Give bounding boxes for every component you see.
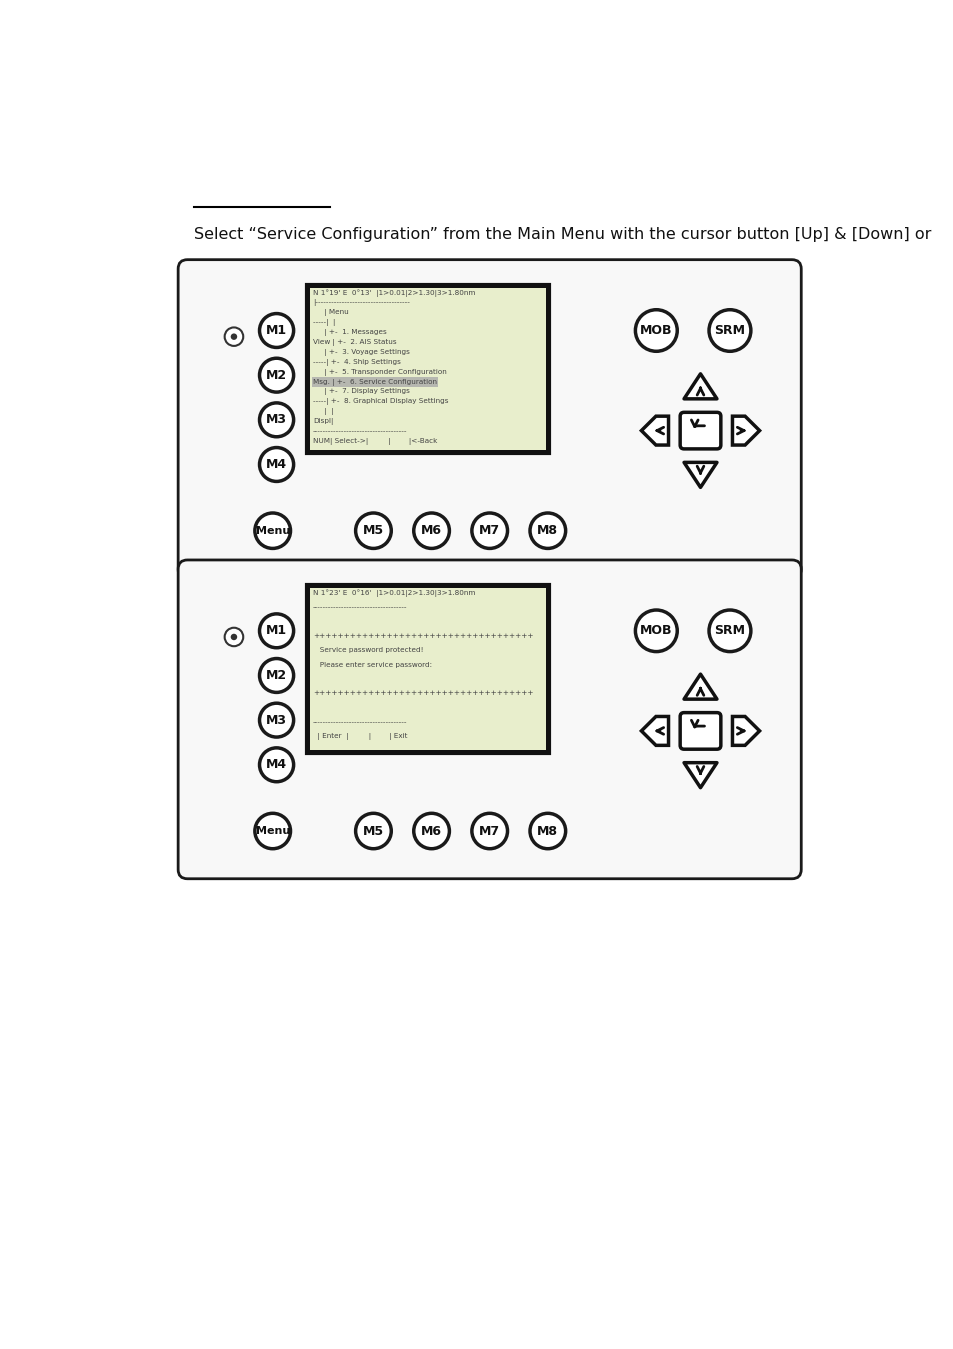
Bar bbox=[307, 285, 549, 453]
Text: Service password protected!: Service password protected! bbox=[313, 648, 423, 653]
Text: Menu: Menu bbox=[255, 526, 290, 536]
Text: Msg. | +-  6. Service Configuration: Msg. | +- 6. Service Configuration bbox=[313, 379, 436, 386]
Circle shape bbox=[259, 658, 294, 692]
Text: ++++++++++++++++++++++++++++++++++++: ++++++++++++++++++++++++++++++++++++ bbox=[313, 691, 533, 696]
Text: Menu: Menu bbox=[255, 826, 290, 836]
Circle shape bbox=[224, 627, 243, 646]
Circle shape bbox=[635, 310, 677, 351]
Text: M3: M3 bbox=[266, 413, 287, 426]
Text: M1: M1 bbox=[266, 324, 287, 337]
Text: M2: M2 bbox=[266, 368, 287, 382]
Circle shape bbox=[530, 813, 565, 849]
Text: ------------------------------------: ------------------------------------ bbox=[313, 429, 407, 434]
Text: M8: M8 bbox=[537, 525, 558, 537]
Circle shape bbox=[254, 513, 291, 549]
Circle shape bbox=[231, 333, 237, 340]
Polygon shape bbox=[683, 762, 717, 788]
Text: M6: M6 bbox=[420, 824, 441, 838]
Circle shape bbox=[635, 610, 677, 652]
FancyBboxPatch shape bbox=[679, 712, 720, 749]
Text: | +-  3. Voyage Settings: | +- 3. Voyage Settings bbox=[313, 349, 410, 356]
Text: -----| +-  4. Ship Settings: -----| +- 4. Ship Settings bbox=[313, 359, 400, 366]
Text: -----|  |: -----| | bbox=[313, 320, 335, 326]
Text: MOB: MOB bbox=[639, 324, 672, 337]
Text: | Menu: | Menu bbox=[313, 309, 349, 316]
Circle shape bbox=[355, 513, 391, 549]
Text: |------------------------------------: |------------------------------------ bbox=[313, 299, 410, 306]
Circle shape bbox=[259, 747, 294, 781]
Text: MOB: MOB bbox=[639, 625, 672, 637]
Text: NUM| Select->|         |        |<-Back: NUM| Select->| | |<-Back bbox=[313, 438, 436, 445]
Bar bbox=[310, 289, 546, 449]
Circle shape bbox=[259, 448, 294, 482]
Circle shape bbox=[708, 610, 750, 652]
Polygon shape bbox=[683, 674, 717, 699]
Text: Select “Service Configuration” from the Main Menu with the cursor button [Up] & : Select “Service Configuration” from the … bbox=[194, 227, 931, 241]
Text: M4: M4 bbox=[266, 459, 287, 471]
Bar bbox=[307, 585, 549, 753]
Text: M8: M8 bbox=[537, 824, 558, 838]
Circle shape bbox=[259, 359, 294, 393]
FancyBboxPatch shape bbox=[178, 560, 801, 878]
Circle shape bbox=[472, 813, 507, 849]
Text: N 1°23' E  0°16'  |1>0.01|2>1.30|3>1.80nm: N 1°23' E 0°16' |1>0.01|2>1.30|3>1.80nm bbox=[313, 590, 475, 598]
Circle shape bbox=[224, 328, 243, 345]
Polygon shape bbox=[683, 463, 717, 487]
Text: | Enter  |         |        | Exit: | Enter | | | Exit bbox=[313, 733, 407, 739]
FancyBboxPatch shape bbox=[679, 413, 720, 449]
Circle shape bbox=[708, 310, 750, 351]
Text: ++++++++++++++++++++++++++++++++++++: ++++++++++++++++++++++++++++++++++++ bbox=[313, 633, 533, 639]
Text: M2: M2 bbox=[266, 669, 287, 683]
Text: M7: M7 bbox=[478, 525, 499, 537]
Text: M1: M1 bbox=[266, 625, 287, 637]
Text: M4: M4 bbox=[266, 758, 287, 772]
Polygon shape bbox=[732, 716, 759, 746]
Circle shape bbox=[259, 403, 294, 437]
Circle shape bbox=[231, 634, 237, 641]
Polygon shape bbox=[732, 417, 759, 445]
Circle shape bbox=[355, 813, 391, 849]
Circle shape bbox=[414, 813, 449, 849]
Text: N 1°19' E  0°13'  |1>0.01|2>1.30|3>1.80nm: N 1°19' E 0°13' |1>0.01|2>1.30|3>1.80nm bbox=[313, 289, 475, 297]
Circle shape bbox=[259, 313, 294, 348]
Text: M5: M5 bbox=[362, 525, 384, 537]
Text: -----| +-  8. Graphical Display Settings: -----| +- 8. Graphical Display Settings bbox=[313, 398, 448, 406]
Text: | +-  1. Messages: | +- 1. Messages bbox=[313, 329, 386, 336]
Polygon shape bbox=[683, 374, 717, 399]
Bar bbox=[310, 588, 546, 750]
Text: M5: M5 bbox=[362, 824, 384, 838]
Text: M3: M3 bbox=[266, 714, 287, 727]
Text: SRM: SRM bbox=[714, 324, 744, 337]
Circle shape bbox=[472, 513, 507, 549]
Text: SRM: SRM bbox=[714, 625, 744, 637]
Text: | +-  5. Transponder Configuration: | +- 5. Transponder Configuration bbox=[313, 368, 446, 375]
Polygon shape bbox=[640, 716, 668, 746]
Text: ------------------------------------: ------------------------------------ bbox=[313, 719, 407, 724]
Text: Displ|: Displ| bbox=[313, 418, 333, 425]
Text: View | +-  2. AIS Status: View | +- 2. AIS Status bbox=[313, 339, 396, 345]
Polygon shape bbox=[640, 417, 668, 445]
Text: M7: M7 bbox=[478, 824, 499, 838]
Circle shape bbox=[259, 614, 294, 648]
Text: M6: M6 bbox=[420, 525, 441, 537]
Circle shape bbox=[530, 513, 565, 549]
Text: ------------------------------------: ------------------------------------ bbox=[313, 604, 407, 610]
Circle shape bbox=[414, 513, 449, 549]
Text: |  |: | | bbox=[313, 409, 334, 415]
FancyBboxPatch shape bbox=[178, 259, 801, 579]
Circle shape bbox=[254, 813, 291, 849]
Text: Please enter service password:: Please enter service password: bbox=[313, 661, 432, 668]
Circle shape bbox=[259, 703, 294, 737]
Text: | +-  7. Display Settings: | +- 7. Display Settings bbox=[313, 389, 410, 395]
